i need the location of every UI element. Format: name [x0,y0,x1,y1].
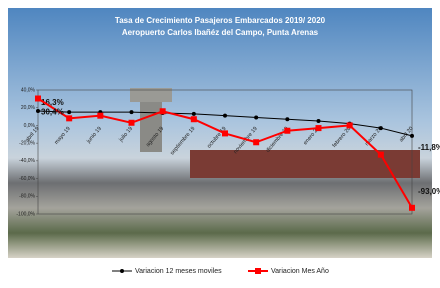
chart-subtitle: Aeropuerto Carlos Ibañéz del Campo, Punt… [122,28,319,37]
marker [285,117,289,121]
marker [129,120,135,126]
marker [97,113,103,119]
marker [223,114,227,118]
data-label: -11,8% [418,143,440,152]
y-tick-label: 40,0% [21,87,36,93]
legend-marker [255,268,261,274]
marker [410,134,414,138]
y-tick-label: -100,0% [16,211,35,217]
y-tick-label: 20,0% [21,105,36,111]
y-tick-label: -60,0% [19,176,35,182]
data-label: 30,4% [41,108,64,117]
marker [130,110,134,114]
chart: Tasa de Crecimiento Pasajeros Embarcados… [0,0,440,283]
marker [317,119,321,123]
data-label: -93,0% [418,187,440,196]
marker [36,109,40,113]
y-tick-label: -40,0% [19,158,35,164]
marker [409,205,415,211]
marker [66,115,72,121]
marker [347,122,353,128]
legend-label: Variacion Mes Año [271,268,329,275]
marker [192,112,196,116]
marker [160,108,166,114]
marker [191,116,197,122]
marker [379,126,383,130]
legend-label: Variacion 12 meses moviles [135,268,222,275]
marker [222,130,228,136]
marker [254,115,258,119]
marker [378,152,384,158]
chart-title: Tasa de Crecimiento Pasajeros Embarcados… [115,16,326,25]
marker [67,110,71,114]
marker [316,125,322,131]
legend-marker [120,269,124,273]
y-tick-label: -80,0% [19,194,35,200]
marker [35,96,41,102]
marker [253,139,259,145]
marker [284,128,290,134]
